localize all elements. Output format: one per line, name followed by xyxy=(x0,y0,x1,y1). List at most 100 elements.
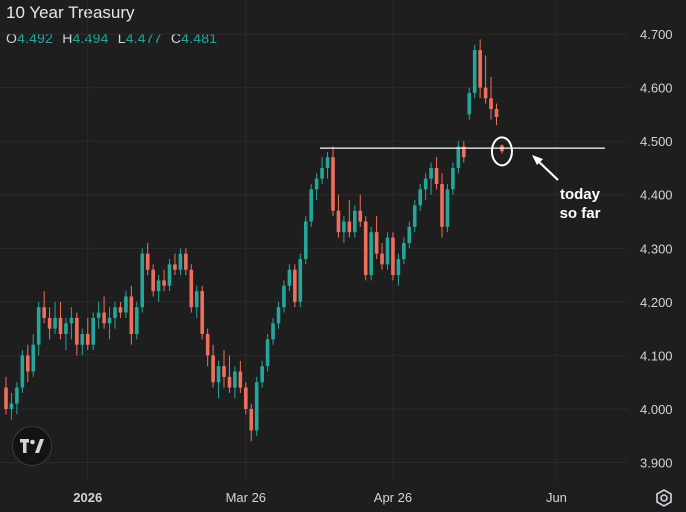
candle-body xyxy=(75,317,79,345)
candle-body xyxy=(58,317,63,334)
candle-body xyxy=(156,280,161,292)
candle-body xyxy=(314,178,319,190)
candle xyxy=(309,183,313,227)
candle xyxy=(4,376,8,415)
candle xyxy=(15,382,19,415)
candle-body xyxy=(102,312,106,324)
tradingview-logo-icon[interactable] xyxy=(12,426,52,466)
candle-body xyxy=(369,232,373,276)
candle-body xyxy=(451,167,455,190)
candle-body xyxy=(227,376,232,388)
candle-body xyxy=(282,285,286,308)
candle xyxy=(102,296,106,329)
candle xyxy=(80,328,85,356)
candle-body xyxy=(374,232,379,254)
candle-body xyxy=(385,237,390,265)
candle-body xyxy=(489,98,493,109)
candle-body xyxy=(129,296,134,334)
x-axis: 2026 Mar 26 Apr 26 Jun xyxy=(73,490,567,505)
candle xyxy=(36,301,41,356)
candle xyxy=(173,253,177,276)
candle xyxy=(336,194,341,238)
candle-body xyxy=(216,366,221,383)
y-tick-label: 4.700 xyxy=(640,27,673,42)
candle-body xyxy=(107,317,112,324)
candle xyxy=(456,141,461,174)
candle xyxy=(91,312,95,351)
candle-body xyxy=(118,307,123,313)
candle-body xyxy=(342,221,346,233)
candle xyxy=(298,253,303,308)
candle-body xyxy=(445,189,450,227)
candle xyxy=(434,157,439,190)
candle xyxy=(145,242,150,276)
candle-body xyxy=(254,382,259,431)
candle xyxy=(423,173,428,201)
candle xyxy=(58,301,63,340)
today-circle-marker xyxy=(490,136,513,167)
grid xyxy=(0,0,628,482)
candle xyxy=(483,55,488,104)
candle-body xyxy=(391,237,395,276)
candle xyxy=(249,403,254,442)
candle-body xyxy=(173,264,177,270)
candle xyxy=(107,307,112,340)
candle xyxy=(118,301,123,318)
candle xyxy=(260,360,264,388)
y-tick-label: 4.200 xyxy=(640,295,673,310)
candle-body xyxy=(47,317,52,329)
candle xyxy=(129,285,134,345)
candle-body xyxy=(309,189,313,222)
candle xyxy=(64,317,68,351)
candle xyxy=(325,151,330,179)
open-label: O xyxy=(6,30,18,46)
candle-body xyxy=(80,333,85,345)
candle xyxy=(429,162,433,195)
candle xyxy=(200,285,204,340)
candle-body xyxy=(412,205,417,227)
candle-body xyxy=(233,371,237,388)
candle-body xyxy=(124,296,128,313)
candle xyxy=(363,216,368,281)
candle-body xyxy=(276,307,281,324)
candle-body xyxy=(325,157,330,168)
candle-body xyxy=(260,366,264,383)
candle-body xyxy=(287,269,292,286)
candle-body xyxy=(69,317,74,324)
candle-body xyxy=(396,258,401,276)
candle-body xyxy=(26,355,30,372)
candle-body xyxy=(402,242,406,259)
candle-body xyxy=(293,269,297,302)
candle xyxy=(380,242,384,270)
candle-body xyxy=(265,339,270,367)
candle-body xyxy=(222,366,226,377)
candle xyxy=(293,264,297,308)
candle xyxy=(402,237,406,265)
candle xyxy=(320,157,324,184)
gear-icon[interactable] xyxy=(654,488,674,508)
candle-body xyxy=(211,355,215,383)
candle xyxy=(445,183,450,233)
candle-body xyxy=(167,264,172,286)
candle-body xyxy=(162,280,166,286)
candle xyxy=(216,360,221,399)
candle-body xyxy=(456,146,461,168)
candle-body xyxy=(249,408,254,431)
candle-body xyxy=(478,50,482,88)
candle xyxy=(75,312,79,356)
candle-body xyxy=(31,344,36,372)
chart-title: 10 Year Treasury xyxy=(6,3,135,22)
candle-body xyxy=(429,167,433,179)
candle xyxy=(500,144,504,154)
candle xyxy=(467,87,472,120)
candle-body xyxy=(271,323,275,340)
candle-body xyxy=(4,387,8,409)
candle xyxy=(233,366,237,399)
candle-body xyxy=(331,157,335,211)
candle xyxy=(451,162,455,195)
y-tick-label: 4.600 xyxy=(640,81,673,96)
candle xyxy=(358,194,363,227)
y-tick-label: 3.900 xyxy=(640,456,673,471)
candle-body xyxy=(244,387,248,409)
